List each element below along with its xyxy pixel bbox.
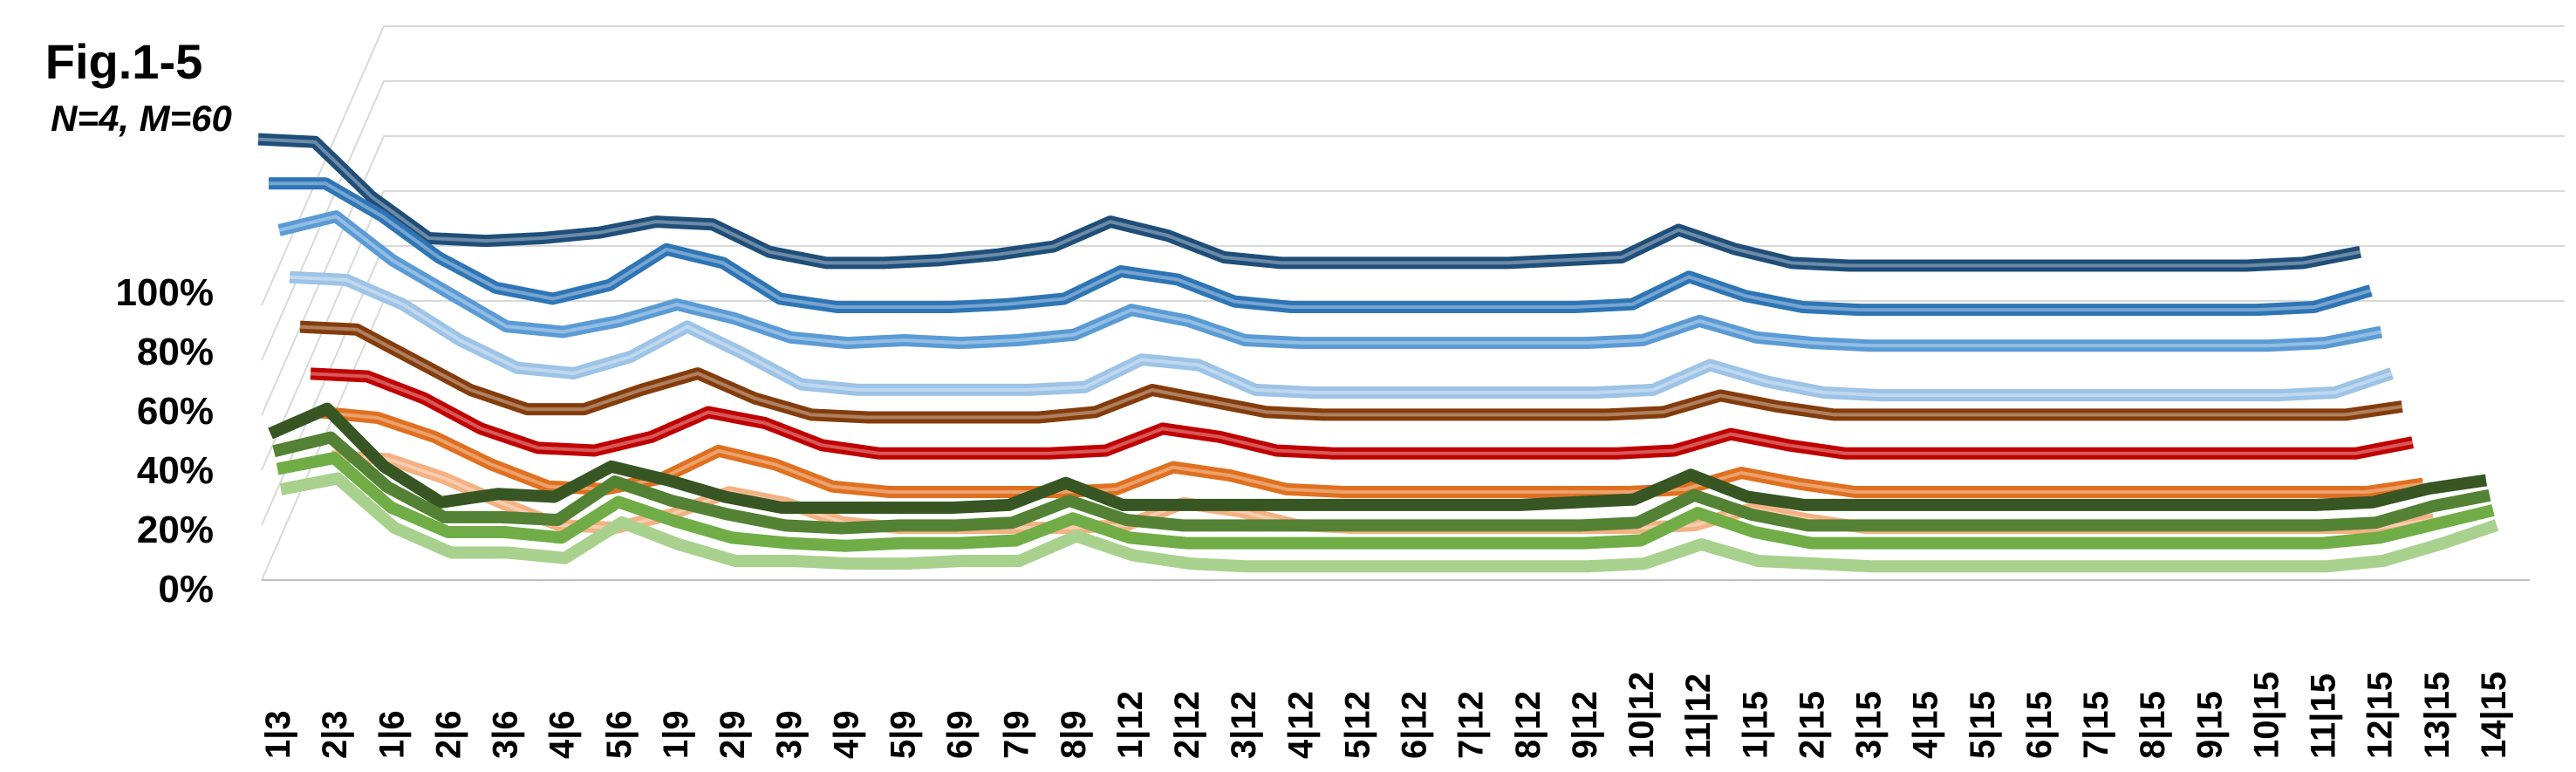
series-line-6 [320,406,2424,498]
x-tick-label: 4|12 [1281,691,1320,759]
series-line-4 [299,320,2403,424]
x-tick-label: 8|12 [1509,691,1548,759]
series-line-green-0 [268,402,2488,514]
y-tick-label: 40% [137,449,214,492]
x-tick-label: 1|9 [657,710,695,759]
x-tick-label: 9|12 [1566,691,1604,759]
series-line-3 [289,270,2394,402]
x-tick-label: 6|12 [1396,691,1434,759]
x-tick-label: 13|15 [2418,672,2456,759]
x-tick-label: 6|15 [2020,691,2059,759]
x-tick-label: 1|3 [259,710,297,759]
x-tick-label: 1|12 [1111,691,1150,759]
series-line-green-3 [279,472,2499,573]
x-tick-label: 11|15 [2305,673,2343,759]
x-tick-label: 2|9 [714,710,752,759]
series-highlight-6 [320,410,2423,494]
x-tick-label: 4|9 [827,710,865,759]
series-highlight-1 [269,181,2372,312]
x-tick-label: 5|15 [1964,691,2002,759]
x-tick-label: 3|12 [1225,691,1263,759]
x-tick-label: 6|9 [941,710,980,759]
series-line-green-2 [276,452,2495,552]
x-tick-label: 1|15 [1736,691,1774,759]
x-tick-label: 5|12 [1338,691,1377,759]
x-tick-label: 14|15 [2475,672,2513,759]
series-highlight-5 [310,372,2414,455]
x-tick-label: 8|15 [2134,691,2172,759]
series-highlight-0 [257,137,2361,268]
y-tick-label: 0% [158,568,214,611]
x-tick-label: 2|3 [316,710,354,759]
x-tick-label: 7|15 [2077,691,2115,759]
series-line-5 [310,367,2415,460]
chart-subtitle: N=4, M=60 [51,98,232,139]
series-line-green-1 [272,431,2491,535]
grid-line [261,80,2565,361]
y-tick-label: 20% [137,509,214,551]
grid-line [261,135,2565,416]
x-tick-label: 3|6 [487,710,525,759]
x-tick-label: 2|12 [1168,691,1206,759]
x-tick-label: 2|15 [1793,691,1831,759]
x-tick-label: 2|6 [429,710,468,759]
series-highlight-3 [289,275,2393,398]
y-tick-label: 80% [137,331,214,373]
x-tick-label: 7|12 [1452,691,1491,759]
x-tick-label: 4|6 [543,710,582,759]
x-tick-label: 12|15 [2361,672,2400,759]
y-tick-label: 60% [137,390,214,433]
x-tick-label: 3|9 [770,710,809,759]
x-tick-label: 10|15 [2247,672,2286,759]
x-tick-label: 8|9 [1055,710,1093,759]
y-tick-label: 100% [115,271,214,314]
grid-line [261,25,2565,306]
x-tick-label: 4|15 [1907,691,1945,759]
x-tick-label: 1|6 [372,710,411,759]
series-line-1 [269,177,2373,317]
grid-line [261,190,2565,471]
x-tick-label: 11|12 [1679,673,1718,759]
x-tick-label: 5|6 [600,710,639,759]
series-line-0 [257,133,2362,272]
series-line-2 [277,210,2383,352]
series-highlight-4 [299,325,2402,420]
x-tick-label: 3|15 [1850,691,1889,759]
x-tick-label: 9|15 [2190,691,2229,759]
x-tick-label: 10|12 [1623,672,1661,759]
series-highlight-2 [278,215,2382,348]
x-tick-label: 7|9 [998,710,1036,759]
x-tick-label: 5|9 [884,710,922,759]
chart-title: Fig.1-5 [44,34,203,89]
